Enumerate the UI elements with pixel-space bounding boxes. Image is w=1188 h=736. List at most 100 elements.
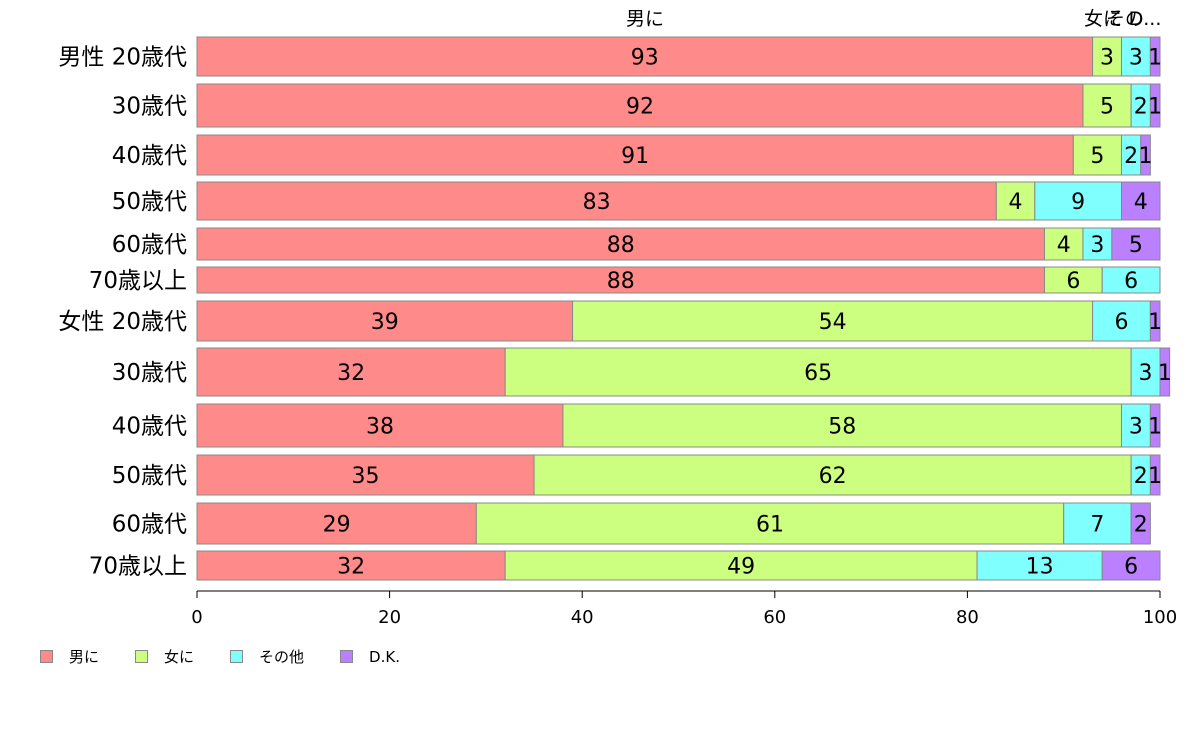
data-label: 4 xyxy=(1009,190,1023,215)
bar-segment xyxy=(562,403,1122,448)
category-label: 30歳代 xyxy=(112,360,187,386)
category-label: 60歳代 xyxy=(112,232,187,258)
bar-segment xyxy=(1072,134,1122,176)
data-label: 2 xyxy=(1124,144,1138,169)
data-label: 7 xyxy=(1090,513,1104,538)
data-label: 29 xyxy=(323,513,351,538)
bar-segment xyxy=(1082,83,1132,128)
legend-item: その他 xyxy=(230,646,304,667)
bar-segment xyxy=(1043,227,1084,261)
x-tick-label: 80 xyxy=(956,607,979,628)
legend: 男に 女に その他 D.K. xyxy=(40,646,436,667)
data-label: 32 xyxy=(337,555,365,580)
series-top-label: 男に xyxy=(626,8,664,30)
data-label: 3 xyxy=(1129,46,1143,71)
data-label: 39 xyxy=(371,310,399,335)
bar-segment xyxy=(1149,403,1161,448)
data-label: 1 xyxy=(1139,144,1153,169)
data-label: 1 xyxy=(1148,95,1162,120)
data-label: 88 xyxy=(607,269,635,294)
data-label: 3 xyxy=(1100,46,1114,71)
bar-segment xyxy=(196,454,535,496)
data-label: 6 xyxy=(1114,310,1128,335)
bar-segment xyxy=(1082,227,1113,261)
x-tick-label: 60 xyxy=(763,607,786,628)
data-label: 1 xyxy=(1148,46,1162,71)
data-label: 93 xyxy=(631,46,659,71)
bar-segment xyxy=(995,181,1036,221)
bar-segment xyxy=(1120,181,1161,221)
bar-segment xyxy=(1149,36,1161,77)
bar-segment xyxy=(196,300,574,342)
bar-segment xyxy=(1130,502,1151,545)
bar-segment xyxy=(1159,347,1171,397)
bar-segment xyxy=(196,403,564,448)
data-label: 9 xyxy=(1071,190,1085,215)
category-label: 40歳代 xyxy=(112,143,187,169)
data-label: 1 xyxy=(1148,464,1162,489)
data-label: 5 xyxy=(1100,95,1114,120)
data-label: 2 xyxy=(1134,95,1148,120)
legend-swatch xyxy=(40,650,53,663)
x-tick-label: 100 xyxy=(1143,607,1177,628)
bar-segment xyxy=(504,347,1132,397)
legend-item: 女に xyxy=(135,646,194,667)
category-label: 男性 20歳代 xyxy=(58,45,187,71)
bar-segment xyxy=(1043,266,1103,294)
category-label: 女性 20歳代 xyxy=(58,309,187,335)
bar-segment xyxy=(196,134,1074,176)
legend-label: 男に xyxy=(69,648,100,666)
x-tick-label: 40 xyxy=(571,607,594,628)
data-label: 92 xyxy=(626,95,654,120)
data-label: 61 xyxy=(756,513,784,538)
bar-segment xyxy=(1140,134,1151,176)
data-label: 6 xyxy=(1124,555,1138,580)
legend-label: その他 xyxy=(259,648,305,666)
bar-segment xyxy=(196,266,1045,294)
bar-segment xyxy=(533,454,1132,496)
bar-segment xyxy=(1120,36,1151,77)
data-label: 88 xyxy=(607,233,635,258)
data-label: 3 xyxy=(1139,361,1153,386)
bar-segment xyxy=(196,83,1084,128)
bar-segment xyxy=(1034,181,1122,221)
legend-swatch xyxy=(135,650,149,663)
bar-segment xyxy=(196,347,506,397)
data-label: 4 xyxy=(1134,190,1148,215)
series-top-label: その xyxy=(1106,8,1144,30)
data-label: 38 xyxy=(366,415,394,440)
category-label: 50歳代 xyxy=(112,463,187,489)
series-top-label: D... xyxy=(1129,8,1162,30)
data-label: 58 xyxy=(828,415,856,440)
legend-item: D.K. xyxy=(340,648,400,666)
data-label: 35 xyxy=(352,464,380,489)
series-top-label: 女に xyxy=(1084,8,1122,30)
bar-segment xyxy=(1101,550,1161,581)
category-label: 50歳代 xyxy=(112,189,187,215)
bar-segment xyxy=(475,502,1065,545)
data-label: 6 xyxy=(1066,269,1080,294)
bar-segment xyxy=(196,181,997,221)
category-label: 30歳代 xyxy=(112,94,187,120)
bar-segment xyxy=(572,300,1094,342)
bar-segment xyxy=(1149,300,1161,342)
data-label: 54 xyxy=(819,310,847,335)
bar-segment xyxy=(1149,454,1161,496)
legend-item: 男に xyxy=(40,646,99,667)
data-label: 13 xyxy=(1026,555,1054,580)
data-label: 65 xyxy=(804,361,832,386)
data-label: 32 xyxy=(337,361,365,386)
data-label: 4 xyxy=(1057,233,1071,258)
data-label: 1 xyxy=(1148,415,1162,440)
data-label: 3 xyxy=(1129,415,1143,440)
data-label: 62 xyxy=(819,464,847,489)
x-tick-label: 0 xyxy=(191,607,202,628)
bar-segment xyxy=(196,36,1094,77)
x-tick-label: 20 xyxy=(378,607,401,628)
legend-label: 女に xyxy=(164,648,195,666)
bar-segment xyxy=(1149,83,1161,128)
bar-segment xyxy=(196,502,477,545)
data-label: 5 xyxy=(1090,144,1104,169)
bar-segment xyxy=(196,227,1045,261)
